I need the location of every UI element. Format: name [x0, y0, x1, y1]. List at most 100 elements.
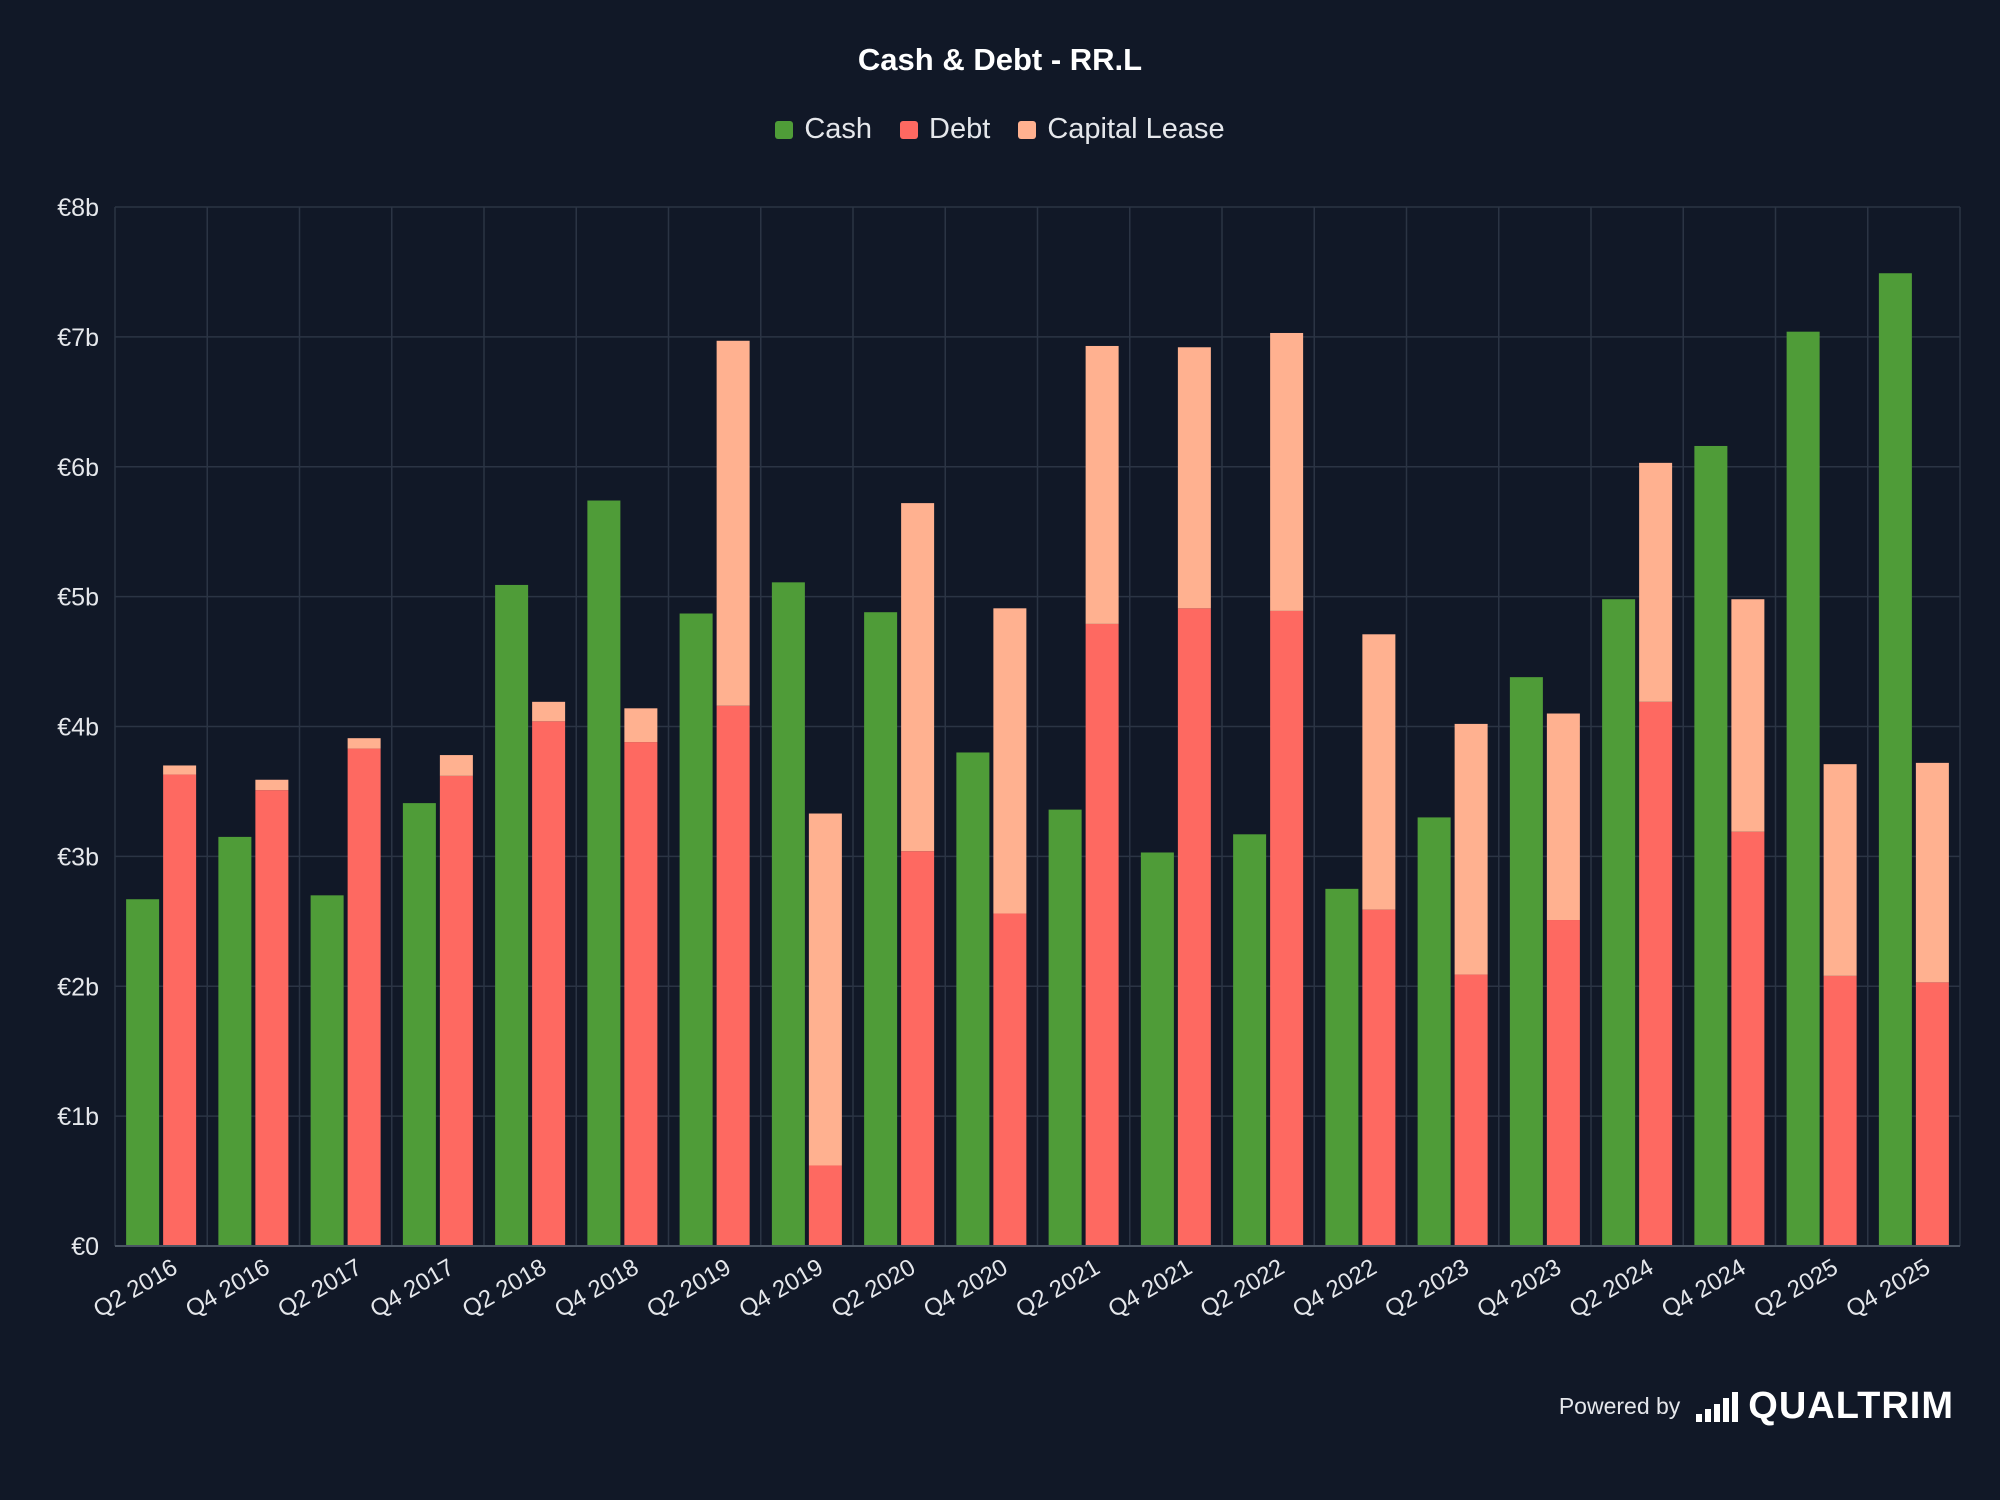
bar-debt[interactable] [1454, 974, 1488, 1246]
bar-debt[interactable] [347, 748, 381, 1246]
legend-swatch-capital-lease [1018, 120, 1037, 139]
bar-debt[interactable] [716, 705, 750, 1246]
bar-capital-lease[interactable] [1085, 345, 1119, 624]
bar-cash[interactable] [956, 752, 990, 1246]
bar-capital-lease[interactable] [163, 765, 197, 775]
bar-debt[interactable] [1177, 608, 1211, 1246]
y-tick-label: €8b [57, 194, 99, 222]
x-tick-label: Q2 2018 [458, 1254, 551, 1323]
bar-cash[interactable] [587, 500, 621, 1247]
bar-capital-lease[interactable] [1731, 599, 1765, 832]
bar-capital-lease[interactable] [624, 708, 658, 743]
bar-cash[interactable] [218, 836, 252, 1246]
bar-debt[interactable] [1915, 982, 1949, 1246]
y-tick-label: €3b [57, 843, 99, 871]
legend-swatch-cash [775, 120, 794, 139]
x-tick-label: Q2 2019 [642, 1254, 735, 1323]
legend-item-capital-lease[interactable]: Capital Lease [1018, 113, 1225, 146]
grid [114, 206, 1961, 1247]
bar-cash[interactable] [1048, 809, 1082, 1246]
x-tick-label: Q2 2023 [1380, 1254, 1473, 1323]
y-tick-label: €6b [57, 454, 99, 482]
y-tick-label: €4b [57, 714, 99, 742]
bar-capital-lease[interactable] [1362, 634, 1396, 910]
x-tick-label: Q2 2021 [1011, 1254, 1104, 1323]
bar-debt[interactable] [1639, 701, 1673, 1246]
bar-cash[interactable] [1878, 273, 1912, 1247]
x-tick-label: Q4 2024 [1657, 1254, 1750, 1323]
bar-cash[interactable] [771, 582, 805, 1246]
x-tick-label: Q2 2025 [1749, 1254, 1842, 1323]
bar-cash[interactable] [1140, 852, 1174, 1246]
bar-cash[interactable] [1325, 888, 1359, 1246]
brand-name: QUALTRIM [1748, 1385, 1954, 1427]
x-tick-label: Q4 2018 [550, 1254, 643, 1323]
x-tick-label: Q4 2016 [181, 1254, 274, 1323]
bar-cash[interactable] [1786, 331, 1820, 1246]
y-tick-label: €2b [57, 973, 99, 1001]
bar-debt[interactable] [1823, 975, 1857, 1246]
legend: Cash Debt Capital Lease [0, 113, 2000, 146]
powered-by-label: Powered by [1558, 1393, 1681, 1419]
bar-cash[interactable] [1509, 677, 1543, 1246]
x-tick-label: Q4 2021 [1104, 1254, 1197, 1323]
bar-capital-lease[interactable] [1915, 762, 1949, 983]
bar-debt[interactable] [163, 774, 197, 1246]
bar-capital-lease[interactable] [901, 503, 935, 852]
bar-capital-lease[interactable] [255, 779, 289, 791]
bar-cash[interactable] [1694, 445, 1728, 1247]
bar-debt[interactable] [1085, 623, 1119, 1246]
legend-label-debt: Debt [929, 113, 991, 145]
bar-debt[interactable] [1362, 909, 1396, 1246]
legend-swatch-debt [900, 120, 919, 139]
bar-cash[interactable] [679, 613, 713, 1246]
x-tick-label: Q4 2023 [1473, 1254, 1566, 1323]
bar-capital-lease[interactable] [439, 755, 473, 776]
bar-debt[interactable] [808, 1165, 842, 1246]
bar-cash[interactable] [402, 803, 436, 1246]
bar-debt[interactable] [993, 913, 1027, 1246]
x-tick-label: Q4 2017 [366, 1254, 459, 1323]
bar-capital-lease[interactable] [808, 813, 842, 1166]
bar-cash[interactable] [310, 895, 344, 1246]
bar-debt[interactable] [1731, 831, 1765, 1246]
bar-capital-lease[interactable] [1639, 462, 1673, 702]
x-tick-label: Q2 2016 [89, 1254, 182, 1323]
y-tick-label: €0 [71, 1233, 99, 1261]
bar-cash[interactable] [1417, 817, 1451, 1246]
legend-item-debt[interactable]: Debt [900, 113, 990, 146]
y-tick-label: €5b [57, 584, 99, 612]
bar-debt[interactable] [255, 790, 289, 1246]
legend-label-capital-lease: Capital Lease [1047, 113, 1225, 145]
bar-debt[interactable] [532, 721, 566, 1246]
bar-capital-lease[interactable] [1823, 764, 1857, 976]
x-tick-label: Q4 2019 [735, 1254, 828, 1323]
branding: Powered by QUALTRIM [1559, 1385, 1954, 1428]
brand-logo: QUALTRIM [1696, 1385, 1954, 1428]
bar-capital-lease[interactable] [1270, 332, 1304, 611]
x-tick-label: Q2 2022 [1196, 1254, 1289, 1323]
bar-capital-lease[interactable] [347, 738, 381, 749]
bar-debt[interactable] [901, 851, 935, 1246]
bar-capital-lease[interactable] [1546, 713, 1580, 921]
bar-capital-lease[interactable] [993, 608, 1027, 914]
x-tick-label: Q4 2025 [1842, 1254, 1935, 1323]
bar-capital-lease[interactable] [716, 340, 750, 706]
legend-item-cash[interactable]: Cash [775, 113, 872, 146]
bar-cash[interactable] [1602, 599, 1636, 1246]
bar-debt[interactable] [1546, 920, 1580, 1246]
bar-cash[interactable] [1233, 834, 1267, 1246]
bar-cash[interactable] [126, 899, 160, 1246]
bar-debt[interactable] [439, 775, 473, 1246]
legend-label-cash: Cash [804, 113, 873, 145]
bar-cash[interactable] [495, 584, 529, 1246]
bar-capital-lease[interactable] [1177, 347, 1211, 609]
bar-debt[interactable] [1270, 610, 1304, 1246]
bar-capital-lease[interactable] [1454, 723, 1488, 975]
x-tick-label: Q4 2022 [1288, 1254, 1381, 1323]
bar-debt[interactable] [624, 742, 658, 1246]
bar-cash[interactable] [864, 612, 898, 1246]
bar-capital-lease[interactable] [532, 701, 566, 722]
x-tick-label: Q4 2020 [919, 1254, 1012, 1323]
